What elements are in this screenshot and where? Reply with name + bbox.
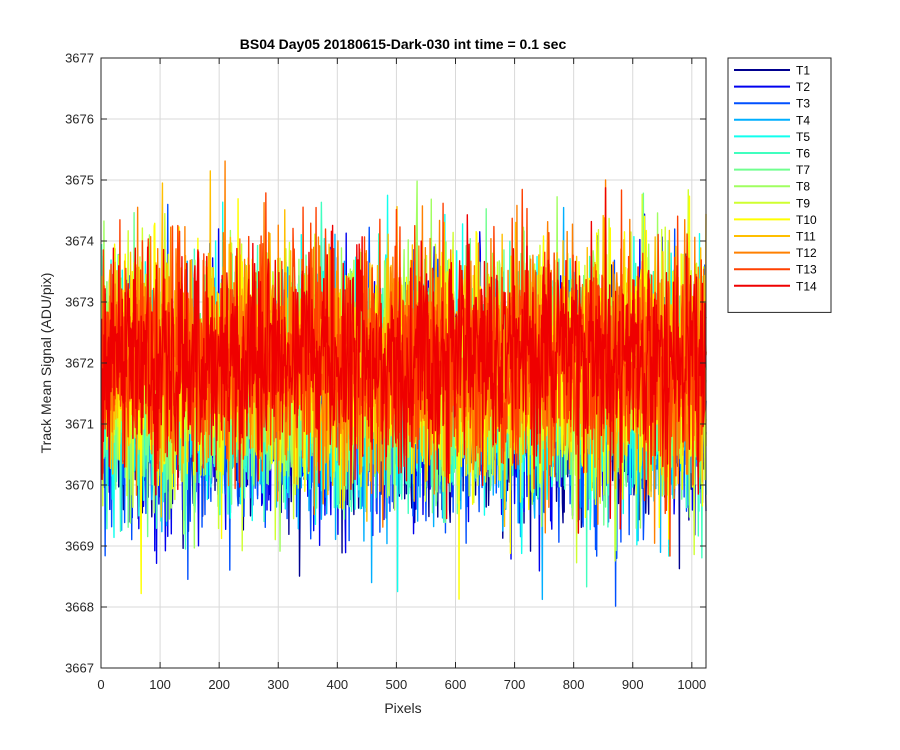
legend-label-t12: T12 — [796, 246, 817, 260]
legend-label-t3: T3 — [796, 97, 810, 111]
y-tick-label: 3670 — [65, 478, 94, 493]
y-tick-label: 3673 — [65, 295, 94, 310]
legend-label-t2: T2 — [796, 80, 810, 94]
legend-label-t14: T14 — [796, 279, 817, 293]
legend-label-t6: T6 — [796, 147, 810, 161]
legend-label-t9: T9 — [796, 196, 810, 210]
legend-label-t11: T11 — [796, 230, 816, 244]
x-tick-label: 1000 — [677, 677, 706, 692]
axis-ticks: 0 100 200 300 400 500 600 700 800 900 1000 3667 3668… — [65, 51, 706, 693]
series-layer — [100, 160, 707, 607]
x-tick-label: 400 — [326, 677, 348, 692]
x-tick-label: 0 — [97, 677, 104, 692]
y-tick-label: 3672 — [65, 356, 94, 371]
legend-label-t13: T13 — [796, 263, 817, 277]
legend-label-t8: T8 — [796, 180, 810, 194]
chart-title: BS04 Day05 20180615-Dark-030 int time = … — [240, 36, 567, 52]
y-tick-label: 3676 — [65, 112, 94, 127]
y-tick-label: 3677 — [65, 51, 94, 66]
y-tick-label: 3671 — [65, 417, 94, 432]
legend-label-t5: T5 — [796, 130, 810, 144]
x-tick-label: 900 — [622, 677, 644, 692]
y-tick-label: 3669 — [65, 539, 94, 554]
legend-label-t10: T10 — [796, 213, 817, 227]
y-axis-label: Track Mean Signal (ADU/pix) — [38, 273, 54, 454]
x-tick-label: 500 — [386, 677, 408, 692]
x-axis-label: Pixels — [384, 700, 421, 716]
x-tick-label: 800 — [563, 677, 585, 692]
y-tick-label: 3675 — [65, 173, 94, 188]
y-tick-label: 3668 — [65, 600, 94, 615]
legend: T1 T2 T3 T4 T5 T6 T7 T8 T9 T10 T11 T12 T13 T14 — [727, 57, 832, 313]
x-tick-label: 200 — [208, 677, 230, 692]
y-tick-label: 3674 — [65, 234, 94, 249]
series-line-t14 — [100, 187, 707, 534]
legend-label-t7: T7 — [796, 163, 810, 177]
x-tick-label: 700 — [504, 677, 526, 692]
legend-label-t1: T1 — [796, 64, 810, 78]
x-tick-label: 600 — [445, 677, 467, 692]
y-tick-label: 3667 — [65, 661, 94, 676]
x-tick-label: 300 — [267, 677, 289, 692]
x-tick-label: 100 — [149, 677, 171, 692]
legend-label-t4: T4 — [796, 113, 810, 127]
